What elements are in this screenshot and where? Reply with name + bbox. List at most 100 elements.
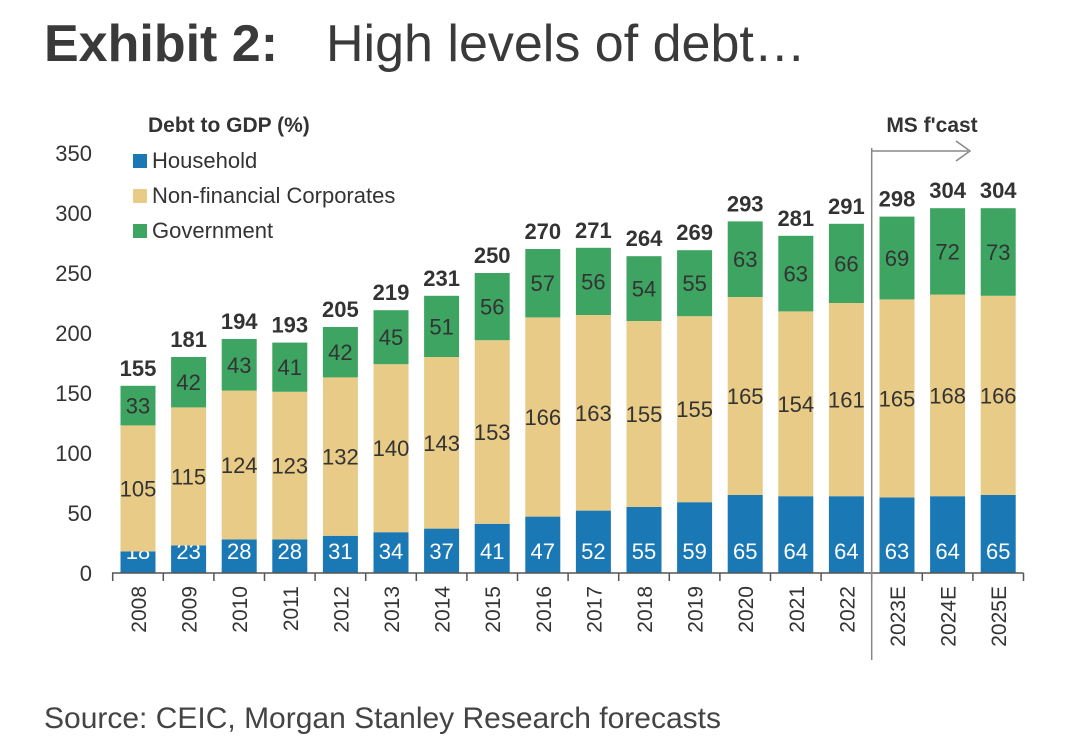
data-label: 72 — [935, 239, 959, 264]
total-label: 293 — [727, 191, 764, 216]
x-tick-label: 2015 — [482, 586, 505, 633]
data-label: 56 — [480, 295, 504, 320]
bar-segment — [980, 295, 1016, 495]
data-label: 124 — [221, 453, 258, 478]
bar-segment — [575, 315, 611, 511]
total-label: 205 — [322, 297, 359, 322]
data-label: 51 — [429, 314, 453, 339]
bar-segment — [930, 294, 966, 497]
bar-segment — [221, 539, 257, 573]
total-label: 231 — [423, 266, 460, 291]
data-label: 64 — [834, 539, 858, 564]
data-label: 41 — [480, 539, 504, 564]
y-tick-label: 100 — [55, 441, 92, 466]
bar-segment — [575, 247, 611, 315]
data-label: 42 — [176, 370, 200, 395]
bar-segment — [525, 317, 561, 517]
source-note: Source: CEIC, Morgan Stanley Research fo… — [44, 702, 721, 735]
bar-segment — [575, 510, 611, 573]
x-tick-label: 2009 — [179, 586, 202, 633]
x-tick-label: 2019 — [685, 586, 708, 633]
x-tick-label: 2022 — [836, 586, 859, 633]
bar-segment — [322, 377, 358, 536]
bar-segment — [930, 208, 966, 295]
data-label: 33 — [126, 394, 150, 419]
x-tick-label: 2008 — [128, 586, 151, 633]
bar-segment — [221, 390, 257, 540]
bar-segment — [828, 496, 864, 573]
bar-segment — [879, 497, 915, 573]
data-label: 154 — [777, 392, 814, 417]
bar-segment — [474, 273, 510, 341]
total-label: 298 — [879, 187, 916, 212]
data-label: 115 — [171, 464, 206, 489]
total-label: 193 — [271, 313, 308, 338]
total-label: 181 — [170, 327, 207, 352]
x-tick-label: 2017 — [583, 586, 606, 633]
data-label: 55 — [632, 539, 656, 564]
legend-entry: Household — [152, 148, 257, 173]
data-label: 63 — [733, 247, 757, 272]
data-label: 161 — [828, 388, 865, 413]
legend-entry: Non-financial Corporates — [152, 183, 395, 208]
bar-segment — [474, 523, 510, 573]
data-label: 168 — [929, 383, 966, 408]
data-label: 73 — [986, 240, 1010, 265]
x-tick-label: 2010 — [229, 586, 252, 633]
chart-title: High levels of debt… — [326, 15, 806, 73]
data-label: 163 — [575, 401, 612, 426]
y-tick-label: 200 — [55, 321, 92, 346]
data-label: 66 — [834, 251, 858, 276]
bar-segment — [727, 495, 763, 573]
data-label: 165 — [727, 384, 764, 409]
bar-segment — [424, 295, 460, 357]
data-label: 132 — [322, 445, 359, 470]
total-label: 291 — [828, 194, 865, 219]
bar-segment — [424, 357, 460, 529]
total-label: 304 — [929, 178, 966, 203]
data-label: 166 — [980, 383, 1017, 408]
bar-segment — [778, 496, 814, 573]
bar-segment — [677, 250, 713, 317]
bar-segment — [373, 364, 409, 533]
total-label: 304 — [980, 178, 1017, 203]
forecast-label: MS f'cast — [886, 114, 977, 137]
data-label: 64 — [935, 539, 959, 564]
x-tick-label: 2021 — [786, 586, 809, 633]
data-label: 45 — [379, 325, 403, 350]
bar-segment — [828, 303, 864, 497]
bar-segment — [221, 339, 257, 391]
data-label: 56 — [581, 269, 605, 294]
data-label: 28 — [227, 539, 251, 564]
x-tick-label: 2013 — [381, 586, 404, 633]
bar-segment — [677, 502, 713, 573]
x-tick-label: 2023E — [887, 586, 910, 647]
bar-segment — [322, 535, 358, 573]
data-label: 65 — [733, 539, 757, 564]
bar-segment — [727, 221, 763, 297]
bar-segment — [525, 249, 561, 318]
bar-segment — [879, 299, 915, 498]
data-label: 28 — [278, 539, 302, 564]
data-label: 63 — [784, 262, 808, 287]
bar-segment — [474, 340, 510, 524]
bar-segment — [828, 223, 864, 303]
legend-swatch — [133, 189, 147, 203]
x-tick-label: 2012 — [330, 586, 353, 633]
data-label: 69 — [885, 246, 909, 271]
data-label: 155 — [676, 397, 713, 422]
data-label: 34 — [379, 539, 403, 564]
data-label: 31 — [328, 539, 352, 564]
y-tick-label: 350 — [55, 141, 92, 166]
bar-segment — [120, 551, 156, 573]
bar-segment — [930, 496, 966, 573]
bar-segment — [525, 516, 561, 573]
bar-segment — [778, 311, 814, 497]
exhibit-label: Exhibit 2: — [44, 15, 279, 73]
data-label: 41 — [278, 355, 302, 380]
data-label: 37 — [429, 539, 453, 564]
data-label: 54 — [632, 277, 656, 302]
x-tick-label: 2011 — [280, 586, 303, 631]
bar-segment — [322, 327, 358, 378]
bar-segment — [626, 321, 662, 507]
